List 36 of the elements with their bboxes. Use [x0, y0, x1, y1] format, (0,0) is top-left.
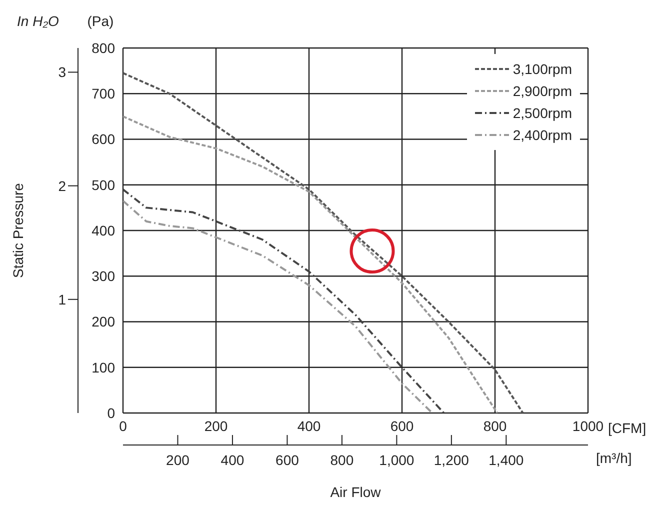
y2-tick-label: 1	[58, 291, 66, 308]
y-tick-label: 600	[92, 131, 116, 148]
line-series	[123, 115, 498, 413]
y2-tick-label: 3	[58, 64, 66, 80]
y-tick-label: 500	[92, 176, 116, 193]
x2-tick-label: 1,000	[379, 452, 414, 468]
text: [CFM]	[608, 420, 646, 436]
legend-label: 2,900rpm	[512, 83, 572, 99]
y2-tick-label: 2	[58, 178, 66, 194]
y-tick-label: 800	[92, 40, 116, 56]
text: (Pa)	[87, 13, 114, 29]
y-tick-label: 0	[107, 404, 116, 421]
x-tick-label: 600	[390, 418, 414, 434]
x-tick-label: 800	[483, 418, 507, 434]
x2-tick-label: 800	[330, 452, 354, 468]
legend-label: 2,500rpm	[512, 105, 572, 121]
y-tick-label: 300	[92, 268, 116, 284]
x2-tick-label: 600	[276, 452, 300, 468]
x-tick-label: 400	[297, 418, 321, 434]
x-tick-label: 0	[119, 418, 128, 434]
x-tick-label: 200	[204, 418, 228, 434]
x2-tick-label: 1,400	[488, 452, 524, 468]
x-axis-title: Air Flow	[330, 484, 382, 500]
y2-axis-title: Static Pressure	[10, 182, 26, 278]
x2-tick-label: 1,200	[434, 452, 470, 468]
x2-tick-label: 400	[220, 452, 244, 468]
legend-label: 3,100rpm	[512, 61, 572, 77]
y-tick-label: 100	[92, 359, 116, 376]
y-tick-label: 400	[92, 222, 116, 238]
y-tick-label: 200	[92, 314, 116, 330]
y-tick-label: 700	[92, 86, 116, 102]
x-tick-label: 1000	[572, 418, 604, 434]
x2-tick-label: 200	[166, 452, 190, 468]
x2-axis-title: [m³/h]	[596, 450, 632, 466]
text: In H₂O	[17, 13, 60, 29]
legend-label: 2,400rpm	[512, 127, 572, 143]
